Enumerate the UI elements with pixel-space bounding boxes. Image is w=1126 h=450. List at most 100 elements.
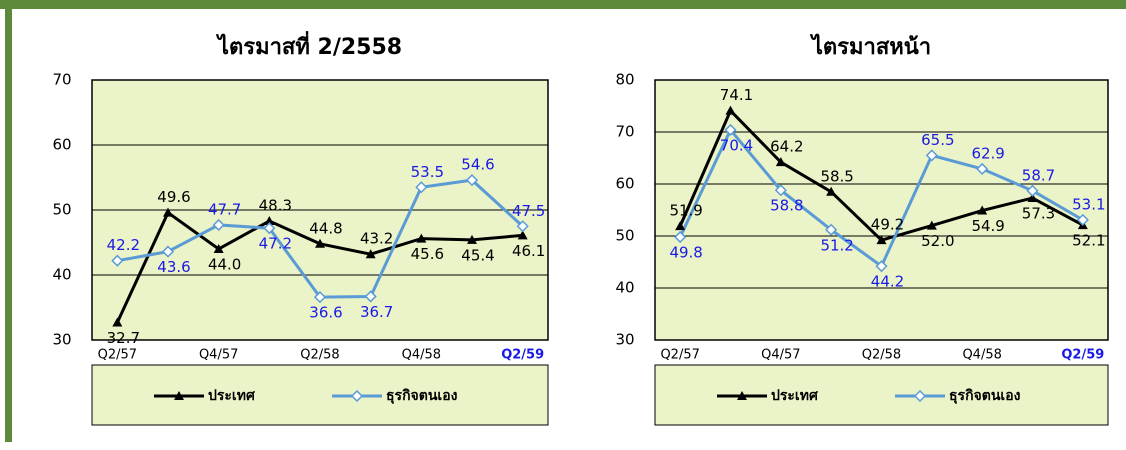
marker bbox=[212, 218, 225, 232]
marker bbox=[213, 244, 224, 253]
y-tick-label: 30 bbox=[615, 331, 634, 349]
x-tick-label: Q4/58 bbox=[402, 348, 441, 363]
data-label: 46.1 bbox=[512, 242, 545, 260]
marker bbox=[264, 216, 275, 226]
plot-area bbox=[654, 79, 1109, 341]
data-label: 54.6 bbox=[461, 156, 494, 174]
marker bbox=[315, 238, 325, 248]
top-border bbox=[0, 0, 1126, 9]
data-label: 45.4 bbox=[461, 246, 494, 264]
marker bbox=[416, 233, 427, 243]
marker bbox=[774, 184, 787, 197]
data-label: 58.7 bbox=[1022, 166, 1055, 184]
data-label: 51.2 bbox=[820, 236, 853, 254]
data-label: 49.8 bbox=[669, 244, 702, 262]
data-label: 36.6 bbox=[309, 304, 342, 322]
marker bbox=[876, 235, 887, 245]
data-label: 53.5 bbox=[411, 163, 444, 181]
y-tick-label: 60 bbox=[52, 136, 71, 154]
marker bbox=[977, 205, 988, 215]
data-label: 32.7 bbox=[107, 329, 140, 347]
marker bbox=[1026, 184, 1039, 197]
marker bbox=[517, 230, 528, 240]
marker bbox=[976, 162, 989, 175]
data-label: 44.2 bbox=[871, 273, 904, 291]
data-label: 74.1 bbox=[720, 86, 753, 104]
marker bbox=[263, 222, 276, 235]
marker bbox=[161, 245, 175, 258]
marker bbox=[516, 220, 529, 233]
data-label: 62.9 bbox=[971, 144, 1004, 162]
y-tick-label: 70 bbox=[615, 123, 634, 141]
data-label: 49.2 bbox=[871, 216, 904, 234]
data-label: 53.1 bbox=[1072, 195, 1105, 213]
marker bbox=[112, 317, 123, 327]
data-label: 57.3 bbox=[1022, 205, 1055, 223]
y-tick-label: 70 bbox=[52, 71, 71, 89]
data-label: 43.6 bbox=[157, 258, 190, 276]
chart-title: ไตรมาสที่ 2/2558 bbox=[216, 30, 402, 60]
data-label: 70.4 bbox=[720, 136, 753, 154]
data-label: 36.7 bbox=[360, 303, 393, 321]
data-label: 47.2 bbox=[259, 235, 292, 253]
marker bbox=[111, 254, 124, 267]
data-label: 42.2 bbox=[107, 236, 140, 254]
marker bbox=[926, 220, 937, 230]
marker bbox=[775, 157, 786, 167]
y-tick-label: 60 bbox=[615, 175, 634, 193]
data-label: 54.9 bbox=[971, 217, 1004, 235]
x-tick-label: Q4/58 bbox=[962, 348, 1001, 363]
marker bbox=[163, 207, 173, 217]
data-label: 65.5 bbox=[921, 131, 954, 149]
marker bbox=[737, 391, 747, 400]
y-tick-label: 80 bbox=[615, 71, 634, 89]
data-label: 52.0 bbox=[921, 232, 954, 250]
y-tick-label: 40 bbox=[615, 279, 634, 297]
marker bbox=[724, 123, 737, 136]
legend-label: ธุรกิจตนเอง bbox=[949, 388, 1021, 404]
data-label: 52.1 bbox=[1072, 232, 1105, 250]
x-tick-label: Q2/57 bbox=[98, 348, 137, 363]
data-label: 58.8 bbox=[770, 197, 803, 215]
x-tick-label: Q2/58 bbox=[300, 348, 339, 363]
marker bbox=[415, 181, 428, 194]
marker bbox=[313, 291, 327, 304]
x-tick-label: Q2/57 bbox=[660, 348, 699, 363]
marker bbox=[174, 391, 184, 400]
left-border bbox=[5, 0, 12, 442]
legend-label: ประเทศ bbox=[771, 388, 819, 404]
marker bbox=[365, 249, 376, 259]
data-label: 47.7 bbox=[208, 200, 241, 218]
marker bbox=[364, 290, 377, 303]
marker bbox=[913, 389, 927, 403]
data-label: 51.9 bbox=[669, 202, 702, 220]
marker bbox=[674, 230, 687, 244]
chart-title: ไตรมาสหน้า bbox=[810, 33, 931, 60]
marker bbox=[925, 149, 938, 162]
y-tick-label: 50 bbox=[52, 201, 71, 219]
marker bbox=[725, 105, 736, 115]
marker bbox=[825, 223, 838, 236]
data-label: 49.6 bbox=[157, 188, 190, 206]
y-tick-label: 30 bbox=[52, 331, 71, 349]
x-tick-label: Q2/59 bbox=[501, 348, 544, 363]
marker bbox=[826, 186, 837, 196]
marker bbox=[1027, 193, 1038, 203]
legend-label: ธุรกิจตนเอง bbox=[386, 388, 458, 404]
data-label: 64.2 bbox=[770, 138, 803, 156]
y-tick-label: 40 bbox=[52, 266, 71, 284]
legend-label: ประเทศ bbox=[208, 388, 256, 404]
y-tick-label: 50 bbox=[615, 227, 634, 245]
marker bbox=[465, 174, 479, 187]
data-label: 44.0 bbox=[208, 256, 241, 274]
data-label: 43.2 bbox=[360, 230, 393, 248]
data-label: 58.5 bbox=[820, 167, 853, 185]
marker bbox=[467, 234, 477, 244]
data-label: 47.5 bbox=[512, 202, 545, 220]
x-tick-label: Q2/58 bbox=[862, 348, 901, 363]
data-label: 44.8 bbox=[309, 219, 342, 237]
marker bbox=[350, 389, 364, 403]
data-label: 48.3 bbox=[259, 197, 292, 215]
marker bbox=[1076, 213, 1089, 226]
